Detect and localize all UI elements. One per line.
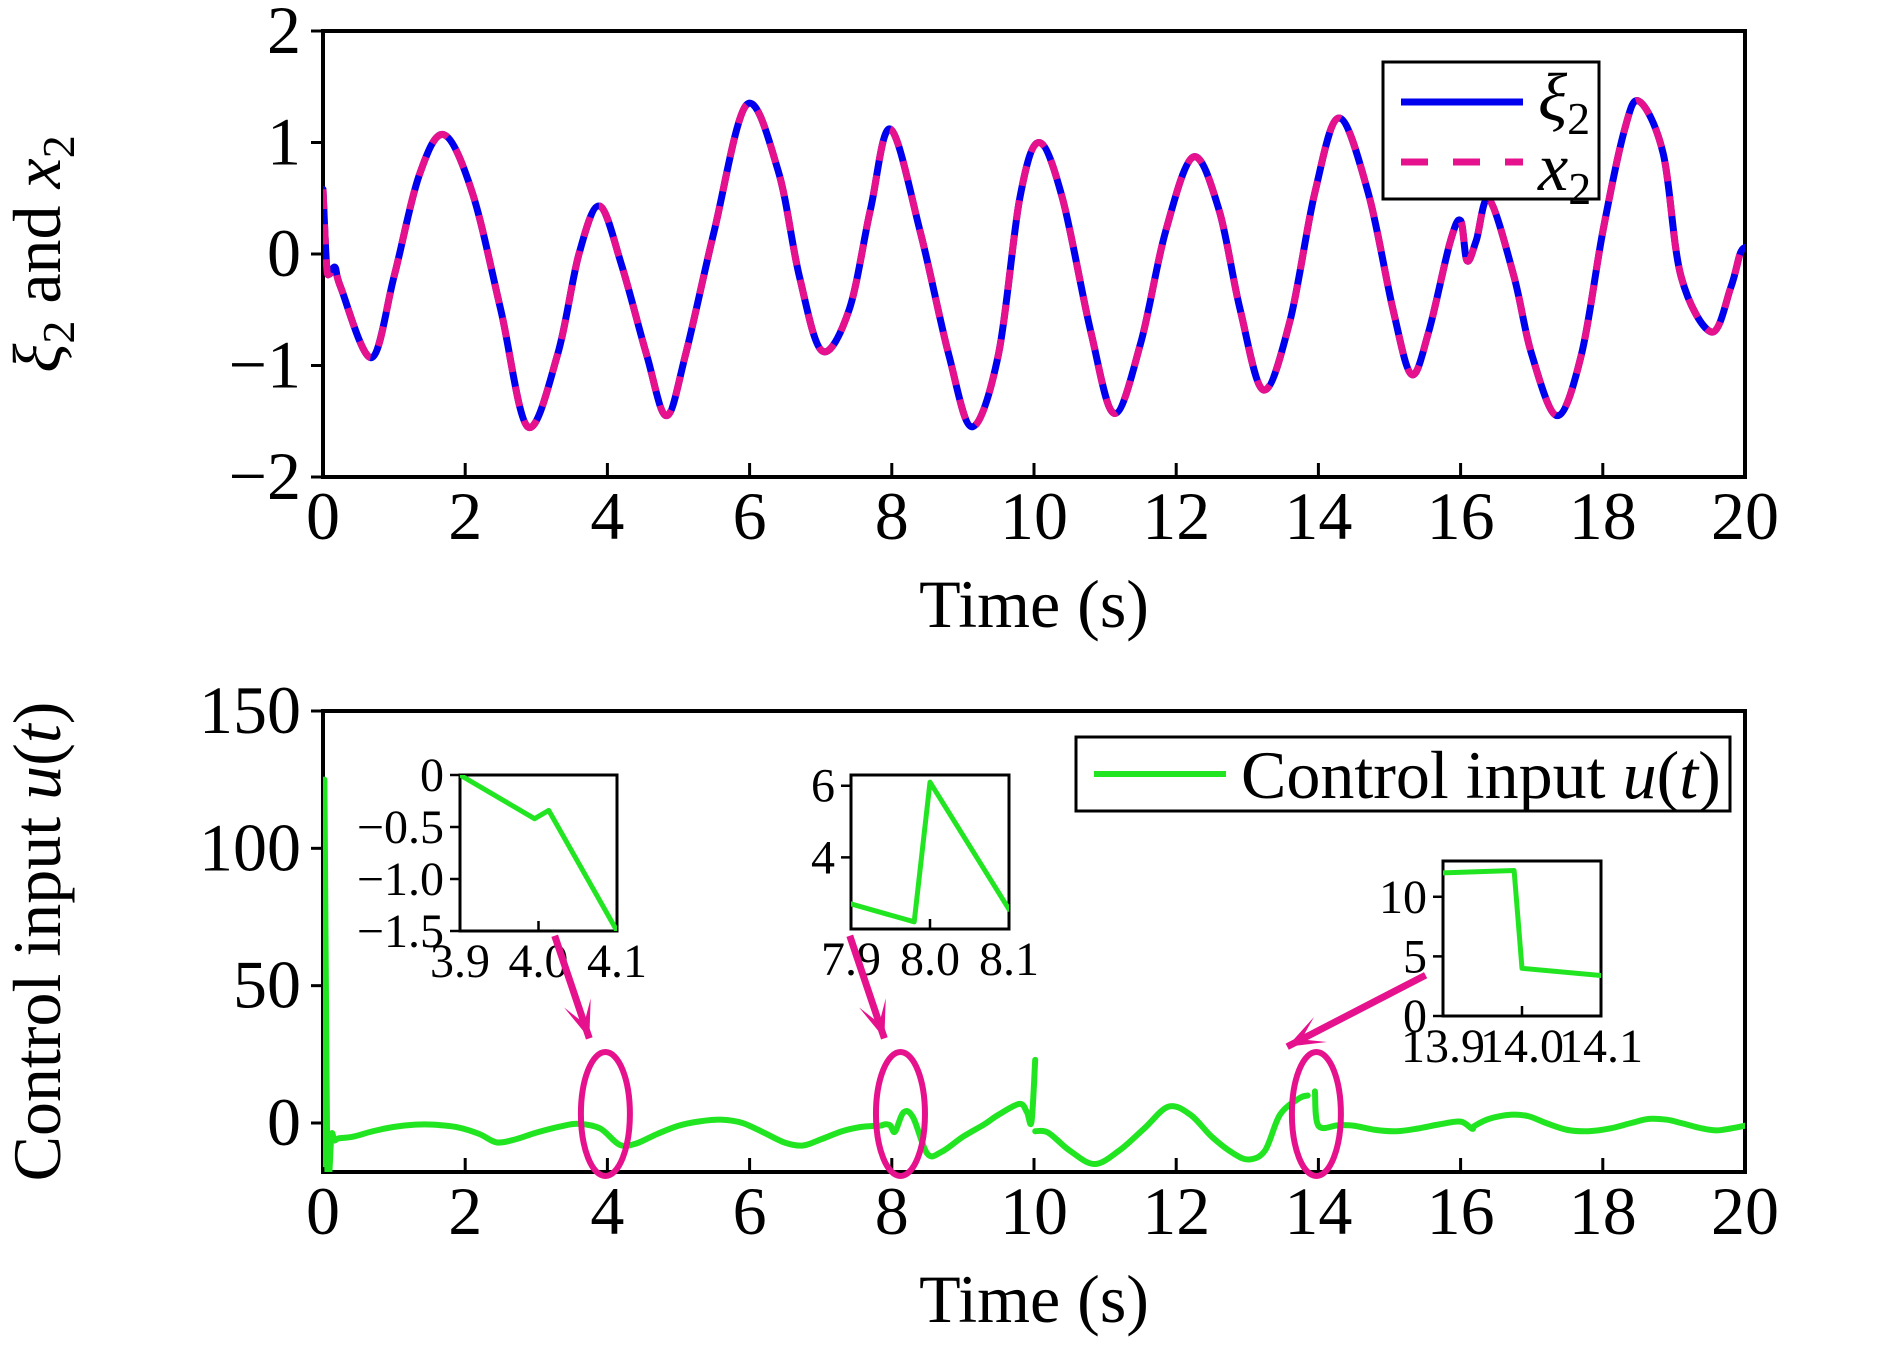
svg-text:8: 8 xyxy=(875,1173,909,1249)
svg-text:14: 14 xyxy=(1284,478,1352,554)
svg-text:13.9: 13.9 xyxy=(1401,1020,1485,1073)
svg-text:Control input u(t): Control input u(t) xyxy=(0,702,75,1182)
svg-text:2: 2 xyxy=(448,1173,482,1249)
svg-text:0: 0 xyxy=(306,478,340,554)
svg-text:16: 16 xyxy=(1427,1173,1495,1249)
svg-text:8.0: 8.0 xyxy=(900,933,960,986)
svg-text:4: 4 xyxy=(590,1173,624,1249)
svg-text:20: 20 xyxy=(1711,478,1779,554)
svg-text:14.1: 14.1 xyxy=(1559,1020,1643,1073)
svg-text:8: 8 xyxy=(875,478,909,554)
svg-text:2: 2 xyxy=(267,0,301,68)
svg-text:3.9: 3.9 xyxy=(430,935,490,988)
svg-text:14: 14 xyxy=(1284,1173,1352,1249)
svg-text:12: 12 xyxy=(1142,478,1210,554)
svg-text:Time (s): Time (s) xyxy=(919,566,1149,642)
svg-text:−0.5: −0.5 xyxy=(357,801,444,854)
svg-text:Time (s): Time (s) xyxy=(919,1261,1149,1337)
svg-text:0: 0 xyxy=(306,1173,340,1249)
svg-text:14.0: 14.0 xyxy=(1480,1020,1564,1073)
svg-text:1: 1 xyxy=(267,104,301,180)
svg-text:16: 16 xyxy=(1427,478,1495,554)
svg-text:20: 20 xyxy=(1711,1173,1779,1249)
svg-text:2: 2 xyxy=(448,478,482,554)
svg-text:18: 18 xyxy=(1569,478,1637,554)
svg-text:0: 0 xyxy=(267,215,301,291)
svg-text:0: 0 xyxy=(420,749,444,802)
svg-text:10: 10 xyxy=(1000,478,1068,554)
svg-text:Control input u(t): Control input u(t) xyxy=(1241,737,1721,813)
svg-text:6: 6 xyxy=(811,760,835,813)
svg-text:10: 10 xyxy=(1000,1173,1068,1249)
svg-text:10: 10 xyxy=(1379,871,1427,924)
svg-text:0: 0 xyxy=(267,1084,301,1160)
svg-text:50: 50 xyxy=(233,947,301,1023)
svg-text:150: 150 xyxy=(199,672,301,748)
svg-text:−1: −1 xyxy=(229,327,301,403)
svg-text:−2: −2 xyxy=(229,438,301,514)
svg-text:8.1: 8.1 xyxy=(979,933,1039,986)
svg-text:18: 18 xyxy=(1569,1173,1637,1249)
svg-text:100: 100 xyxy=(199,809,301,885)
svg-text:4: 4 xyxy=(590,478,624,554)
svg-text:12: 12 xyxy=(1142,1173,1210,1249)
svg-text:6: 6 xyxy=(733,1173,767,1249)
svg-text:6: 6 xyxy=(733,478,767,554)
svg-text:4.1: 4.1 xyxy=(587,935,647,988)
svg-text:4: 4 xyxy=(811,831,835,884)
svg-text:−1.0: −1.0 xyxy=(357,853,444,906)
